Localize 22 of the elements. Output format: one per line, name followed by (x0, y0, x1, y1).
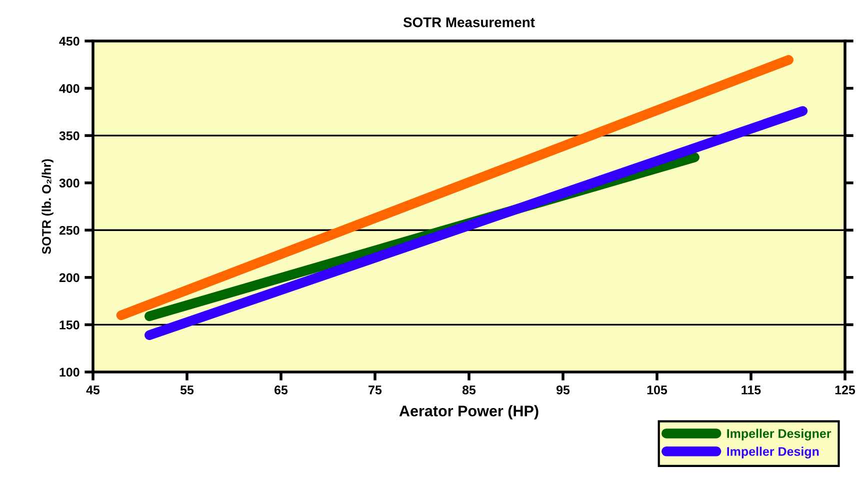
x-tick-label: 75 (368, 386, 382, 394)
y-tick-label: 400 (59, 84, 80, 93)
x-tick-label: 125 (835, 386, 856, 394)
y-tick-label: 200 (59, 273, 80, 282)
x-tick-label: 65 (274, 386, 288, 394)
chart-title: SOTR Measurement (403, 17, 535, 28)
x-tick-label: 55 (180, 386, 194, 394)
x-tick-label: 105 (647, 386, 668, 394)
legend-label: Impeller Designer (727, 428, 832, 440)
x-tick-label: 115 (742, 386, 761, 394)
x-tick-label: 95 (556, 386, 570, 394)
y-tick-label: 350 (59, 131, 80, 140)
y-tick-label: 250 (59, 226, 80, 235)
x-axis-title: Aerator Power (HP) (399, 405, 538, 420)
legend-label: Impeller Design (727, 446, 819, 458)
x-tick-label: 85 (462, 386, 476, 394)
y-tick-label: 150 (60, 320, 80, 330)
y-axis-title: SOTR (lb. O₂/hr) (42, 159, 54, 254)
x-tick-label: 45 (86, 386, 100, 394)
y-tick-label: 100 (60, 368, 80, 377)
y-tick-label: 450 (59, 36, 80, 46)
y-tick-label: 300 (59, 178, 80, 188)
